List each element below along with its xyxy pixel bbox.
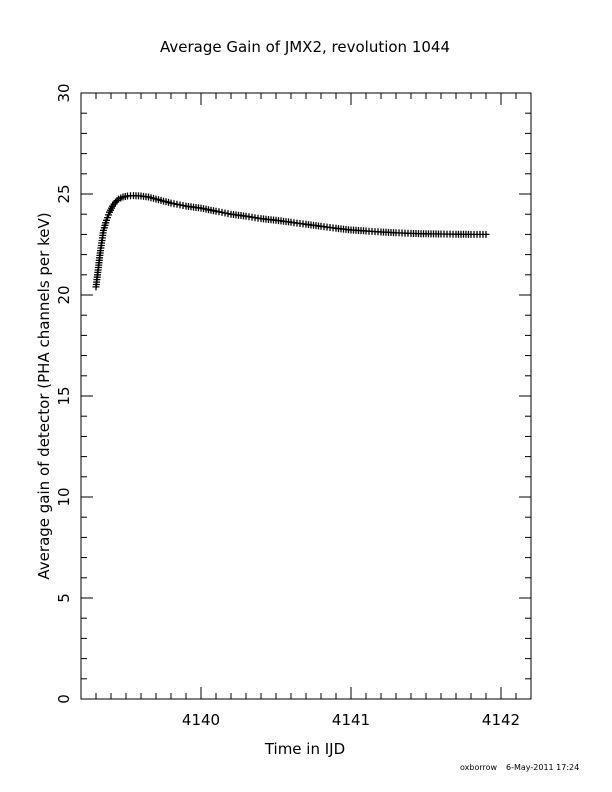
x-tick-label: 4140	[182, 711, 220, 729]
y-tick-label: 15	[55, 386, 73, 405]
footer-date: 6-May-2011 17:24	[506, 763, 579, 772]
y-tick-label: 20	[55, 285, 73, 304]
x-tick-label: 4142	[482, 711, 520, 729]
y-tick-label: 10	[55, 487, 73, 506]
y-tick-label: 30	[55, 83, 73, 102]
y-axis-label: Average gain of detector (PHA channels p…	[35, 212, 53, 579]
y-tick-label: 5	[55, 593, 73, 603]
y-tick-label: 25	[55, 184, 73, 203]
chart-title: Average Gain of JMX2, revolution 1044	[160, 38, 450, 56]
x-axis-label: Time in IJD	[264, 740, 345, 758]
plot-frame	[80, 92, 532, 700]
plot-area: 4140 4141 4142 0 5 10 15 20 25 30	[55, 83, 532, 729]
footer-user: oxborrow	[460, 763, 498, 772]
x-tick-label: 4141	[332, 711, 370, 729]
data-markers	[92, 192, 490, 291]
y-tick-label: 0	[55, 694, 73, 704]
